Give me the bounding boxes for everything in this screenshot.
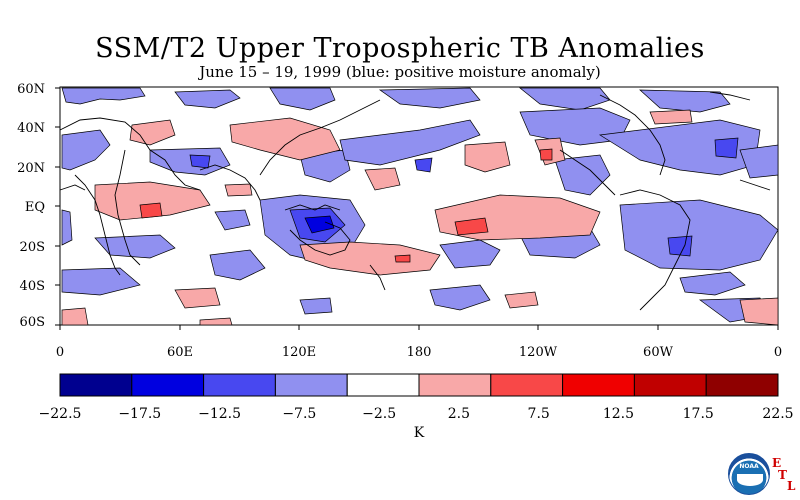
colorbar-unit-label: K [414,425,425,441]
lon-label-60e: 60E [167,345,193,360]
colorbar-swatch [59,373,133,397]
colorbar [59,373,779,397]
etl-letter-l: L [787,479,796,493]
lat-ticks [55,87,60,326]
colorbar-tick-label: 17.5 [683,406,714,422]
lat-label-20s: 20S [20,240,45,255]
colorbar-tick-label: 12.5 [603,406,634,422]
colorbar-tick-label: −7.5 [282,406,316,422]
etl-letter-t: T [778,468,787,482]
colorbar-swatch [633,373,707,397]
colorbar-tick-label: −22.5 [39,406,82,422]
colorbar-swatch [490,373,564,397]
colorbar-tick-label: −12.5 [198,406,241,422]
negative-anomaly-regions [61,87,779,323]
lon-label-180: 180 [407,345,432,360]
colorbar-swatch [274,373,348,397]
colorbar-tick-label: −2.5 [362,406,396,422]
colorbar-swatch [131,373,205,397]
colorbar-swatch [562,373,635,397]
lon-label-0: 0 [56,345,64,360]
strong-positive-cores [139,148,553,263]
colorbar-tick-label: 7.5 [528,406,550,422]
lat-label-60n: 60N [17,82,45,97]
colorbar-swatch [346,373,420,397]
colorbar-tick-label: −17.5 [118,406,161,422]
colorbar-tick-labels: −22.5 −17.5 −12.5 −7.5 −2.5 2.5 7.5 12.5 17.5 22.… [39,406,794,422]
etl-letter-e: E [772,456,782,470]
lat-label-40n: 40N [17,121,45,136]
lon-label-120w: 120W [519,345,558,360]
lon-label-120e: 120E [282,345,316,360]
lat-label-eq: EQ [25,200,45,215]
lon-label-0-end: 0 [774,345,782,360]
colorbar-swatch [203,373,276,397]
map-subtitle: June 15 – 19, 1999 (blue: positive moist… [199,63,601,81]
lon-ticks [59,325,779,330]
noaa-logo-icon: NOAA [728,453,770,495]
lat-label-60s: 60S [20,315,45,330]
positive-anomaly-regions [61,109,779,326]
lat-label-40s: 40S [20,279,45,294]
lon-label-60w: 60W [643,345,674,360]
colorbar-swatch [418,373,492,397]
coastlines [59,91,771,311]
colorbar-swatch [705,373,779,397]
anomaly-map: 60N 40N 20N EQ 20S 40S 60S 0 60E 120E 18… [17,82,782,360]
map-title: SSM/T2 Upper Tropospheric TB Anomalies [95,33,705,64]
lat-label-20n: 20N [17,161,45,176]
colorbar-tick-label: 22.5 [762,406,793,422]
colorbar-tick-label: 2.5 [448,406,470,422]
